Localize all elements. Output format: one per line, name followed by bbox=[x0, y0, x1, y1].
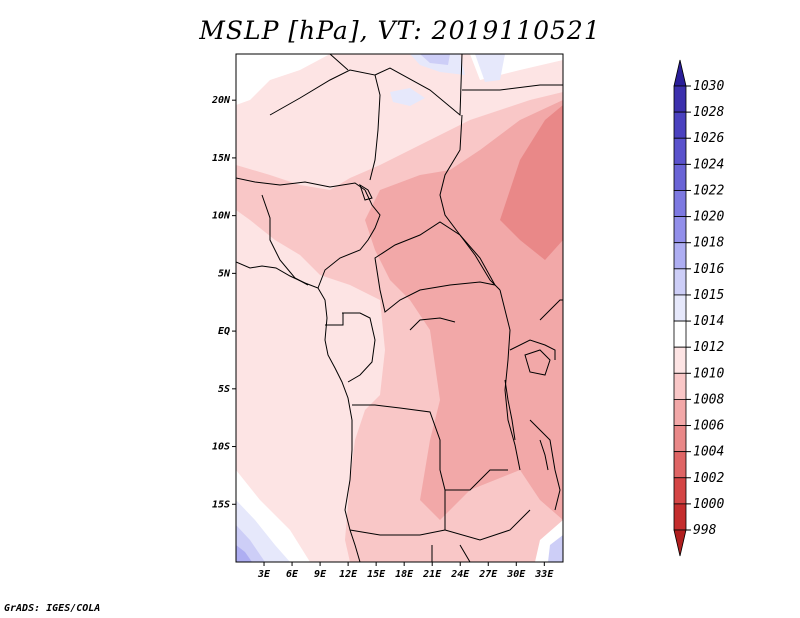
lat-tick-label: 10S bbox=[212, 442, 230, 453]
lat-tick-label: 15N bbox=[212, 153, 231, 164]
colorbar-label: 1028 bbox=[693, 105, 724, 120]
colorbar-label: 1002 bbox=[693, 471, 724, 486]
lake-chad bbox=[359, 183, 373, 201]
lat-tick-label: 5N bbox=[218, 268, 231, 279]
colorbar-label: 1000 bbox=[693, 497, 724, 512]
colorbar-label: 1020 bbox=[693, 210, 724, 225]
map-frame bbox=[235, 53, 564, 563]
coastline-west-africa bbox=[236, 261, 361, 562]
pressure-field-1014 bbox=[236, 54, 330, 105]
colorbar-label: 1016 bbox=[693, 262, 724, 277]
pressure-field-1006 bbox=[500, 105, 563, 260]
colorbar-swatch bbox=[673, 137, 687, 165]
border-gabon bbox=[325, 313, 344, 326]
border-congo bbox=[342, 312, 376, 383]
border-drc-east bbox=[499, 289, 521, 471]
pressure-field-1015-northeast bbox=[475, 54, 505, 82]
colorbar-swatch bbox=[673, 477, 687, 505]
colorbar-label: 1030 bbox=[693, 79, 724, 94]
pressure-field-1015-north bbox=[410, 54, 465, 75]
colorbar: 1030 1028 1026 1024 1022 1020 1018 1016 1015 1014… bbox=[673, 59, 724, 557]
border-mozambique bbox=[529, 419, 561, 511]
border-car bbox=[374, 221, 496, 313]
colorbar-label: 1010 bbox=[693, 366, 724, 381]
longitude-axis: 3E 6E 9E 12E 15E 18E 21E 24E 27E 30E 33E bbox=[257, 562, 554, 580]
lat-tick-label: 15S bbox=[212, 499, 230, 510]
colorbar-swatch bbox=[673, 399, 687, 426]
pressure-field-1014-north bbox=[380, 54, 563, 80]
lake-malawi bbox=[539, 439, 549, 471]
lat-tick-label: 5S bbox=[218, 384, 230, 395]
border-drc-angola bbox=[352, 404, 508, 491]
border-cameroon-chad bbox=[317, 189, 381, 289]
border-angola-namibia bbox=[349, 529, 446, 536]
lat-tick-label: 20N bbox=[211, 95, 231, 106]
border-tanzania bbox=[539, 299, 563, 321]
lon-tick-label: 33E bbox=[534, 569, 554, 580]
lon-tick-label: 24E bbox=[450, 569, 470, 580]
colorbar-label: 1022 bbox=[693, 183, 724, 198]
colorbar-swatch bbox=[673, 111, 687, 139]
lon-tick-label: 27E bbox=[478, 569, 498, 580]
map-plot bbox=[236, 54, 563, 562]
lon-tick-label: 9E bbox=[314, 569, 327, 580]
border-uganda-kenya bbox=[509, 339, 556, 360]
lat-tick-label: EQ bbox=[218, 326, 230, 337]
lon-tick-label: 30E bbox=[506, 569, 526, 580]
pressure-field-1016-north bbox=[420, 54, 450, 65]
colorbar-label: 1018 bbox=[693, 236, 724, 251]
colorbar-swatch bbox=[673, 320, 687, 348]
border-nigeria-cameroon bbox=[261, 194, 309, 286]
latitude-axis: 20N 15N 10N 5N EQ 5S 10S 15S bbox=[211, 95, 236, 510]
pressure-field-1018 bbox=[236, 545, 252, 562]
colorbar-label: 1008 bbox=[693, 392, 724, 407]
river-congo bbox=[409, 317, 456, 331]
lon-tick-label: 15E bbox=[367, 569, 386, 580]
colorbar-label: 1012 bbox=[693, 340, 724, 355]
border-chad-sudan bbox=[439, 114, 501, 291]
grads-credit: GrADS: IGES/COLA bbox=[4, 603, 101, 614]
border-algeria-niger bbox=[329, 54, 349, 71]
colorbar-swatch bbox=[673, 503, 687, 531]
border-sudan-north bbox=[462, 84, 563, 91]
colorbar-swatch bbox=[673, 268, 687, 296]
chart-title: MSLP [hPa], VT: 2019110521 bbox=[199, 16, 601, 45]
colorbar-swatch bbox=[673, 216, 687, 244]
colorbar-label: 1024 bbox=[693, 157, 724, 172]
colorbar-swatch bbox=[673, 242, 687, 270]
colorbar-swatch bbox=[673, 451, 687, 479]
colorbar-label: 1014 bbox=[693, 314, 724, 329]
colorbar-label: 998 bbox=[693, 523, 717, 538]
colorbar-swatch bbox=[673, 425, 687, 453]
colorbar-label: 1026 bbox=[693, 131, 724, 146]
colorbar-label: 1015 bbox=[693, 288, 724, 303]
colorbar-swatch bbox=[673, 190, 687, 217]
lake-victoria bbox=[524, 349, 551, 376]
lon-tick-label: 18E bbox=[395, 569, 414, 580]
lat-tick-label: 10N bbox=[212, 211, 231, 222]
lon-tick-label: 21E bbox=[422, 569, 442, 580]
pressure-field-1015-patch bbox=[390, 88, 425, 106]
colorbar-swatch bbox=[673, 163, 687, 191]
colorbar-label: 1004 bbox=[693, 445, 724, 460]
lon-tick-label: 6E bbox=[286, 569, 299, 580]
border-niger-nigeria bbox=[236, 177, 366, 191]
lon-tick-label: 3E bbox=[257, 569, 271, 580]
colorbar-swatch bbox=[673, 294, 687, 322]
country-borders bbox=[236, 54, 563, 562]
colorbar-swatch bbox=[673, 372, 687, 400]
lon-tick-label: 12E bbox=[339, 569, 358, 580]
colorbar-swatch bbox=[673, 346, 687, 374]
pressure-field-1016-southeast bbox=[548, 535, 563, 562]
colorbar-swatch bbox=[673, 85, 687, 113]
colorbar-swatch bbox=[673, 529, 687, 557]
lake-tanganyika bbox=[504, 379, 516, 441]
border-libya-chad bbox=[374, 54, 463, 117]
border-zambia bbox=[444, 490, 531, 541]
colorbar-label: 1006 bbox=[693, 419, 724, 434]
border-botswana bbox=[431, 544, 471, 562]
colorbar-swatch bbox=[673, 59, 687, 87]
